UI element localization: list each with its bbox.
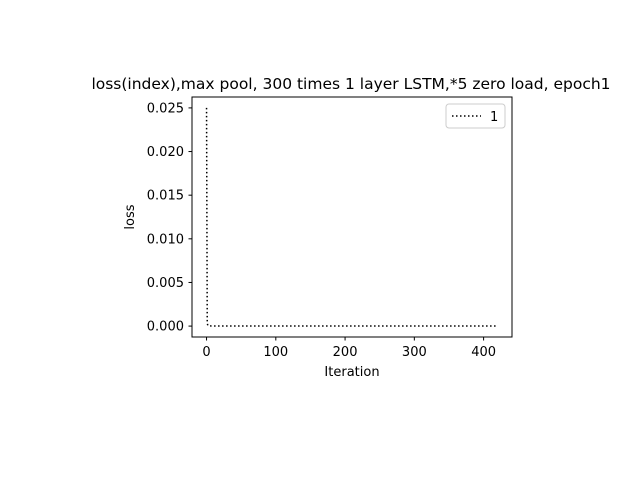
y-tick-label: 0.000 — [147, 320, 184, 335]
y-axis: 0.000 0.005 0.010 0.015 0.020 0.025 — [147, 101, 192, 335]
plot-axes: 0.000 0.005 0.010 0.015 0.020 0.025 0 100 200 30… — [147, 96, 513, 360]
series-line-1 — [205, 107, 498, 327]
y-tick-label: 0.005 — [147, 276, 184, 291]
x-axis: 0 100 200 300 400 — [202, 337, 496, 360]
x-tick-label: 100 — [263, 345, 288, 360]
y-tick-label: 0.015 — [147, 189, 184, 204]
plot-frame — [191, 96, 513, 338]
x-tick-label: 400 — [471, 345, 496, 360]
y-tick-label: 0.010 — [147, 232, 184, 247]
y-tick-label: 0.020 — [147, 145, 184, 160]
x-tick-label: 300 — [402, 345, 427, 360]
x-axis-label: Iteration — [324, 365, 379, 380]
chart-title: loss(index),max pool, 300 times 1 layer … — [91, 75, 610, 93]
y-tick-label: 0.025 — [147, 101, 184, 116]
series-lines — [205, 107, 498, 327]
x-tick-label: 0 — [202, 345, 210, 360]
legend-label-1: 1 — [490, 110, 498, 125]
legend: 1 — [445, 103, 506, 129]
plot-area — [192, 97, 512, 337]
y-axis-label: loss — [123, 204, 138, 229]
legend-box — [445, 103, 506, 129]
x-tick-label: 200 — [333, 345, 358, 360]
